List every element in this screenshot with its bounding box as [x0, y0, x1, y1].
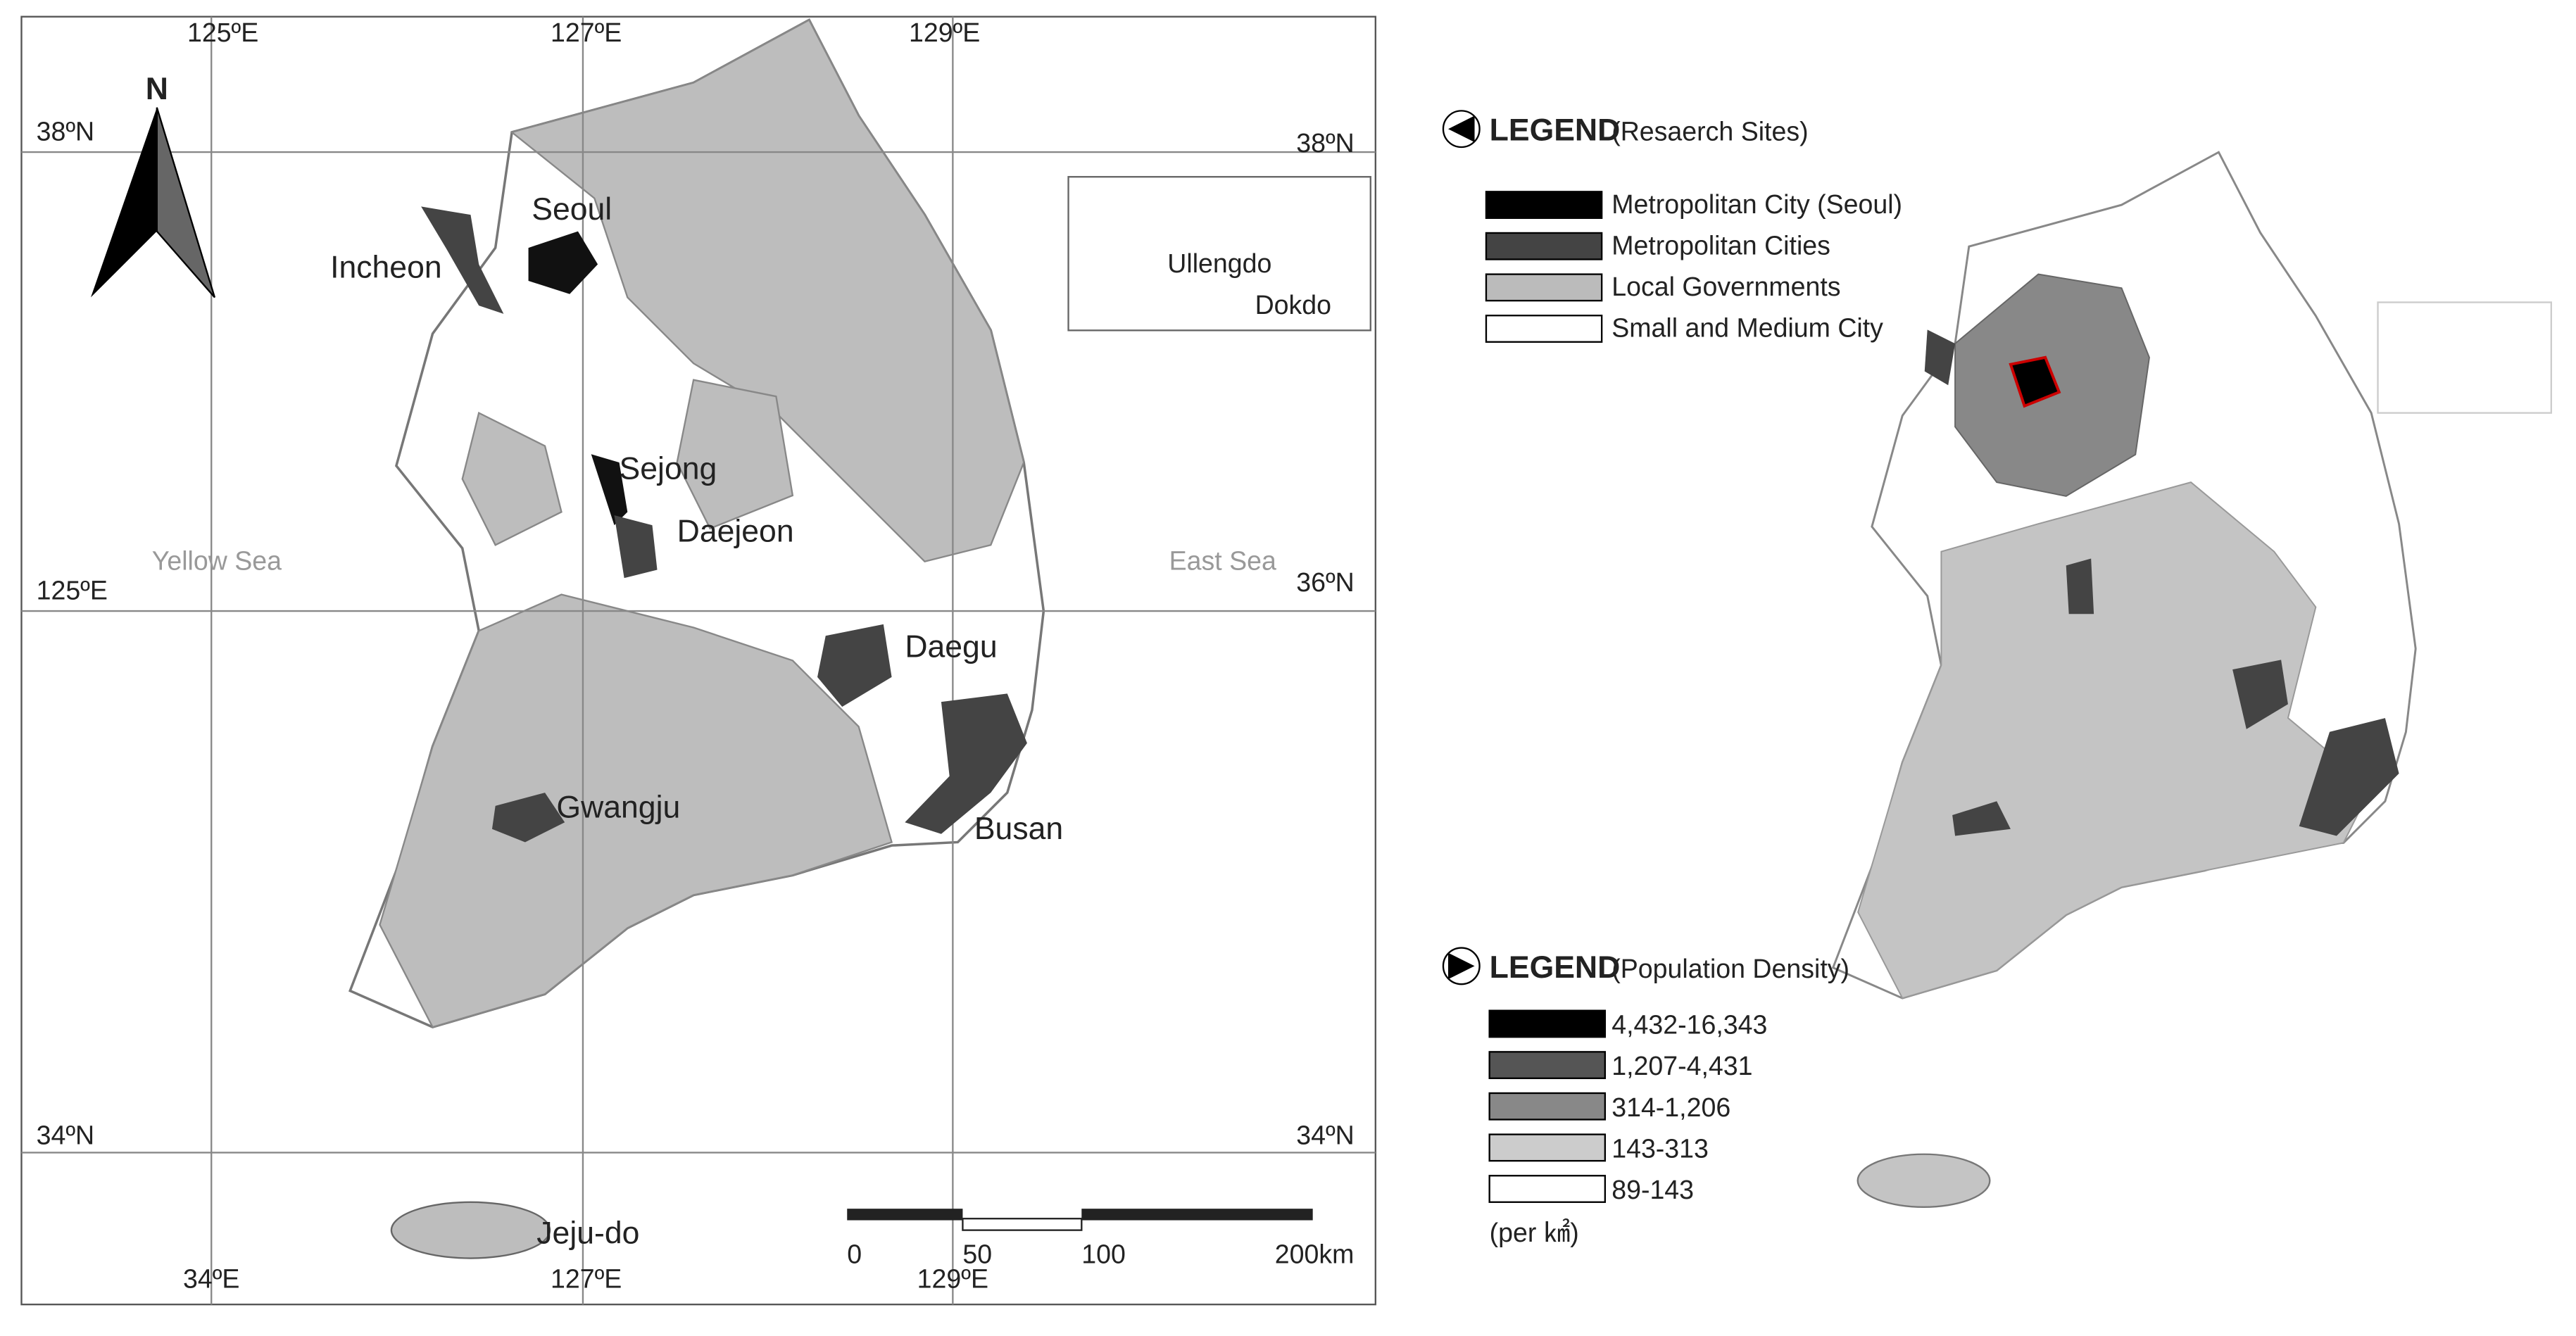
legend-title: LEGEND [1490, 113, 1621, 148]
sea-label: East Sea [1169, 546, 1276, 575]
legend-item: Metropolitan City (Seoul) [1611, 189, 1902, 219]
legend-subtitle: (Population Density) [1611, 954, 1849, 983]
scale-label: 0 [847, 1240, 862, 1269]
graticule-label: 125ºE [187, 18, 258, 47]
graticule-label: 38ºN [37, 117, 95, 146]
place-label: Gwangju [556, 790, 680, 824]
legend-item: 143-313 [1611, 1133, 1709, 1163]
right-map [1832, 151, 2552, 1208]
legend-title: LEGEND [1490, 950, 1621, 985]
scale-label: 100 [1081, 1240, 1126, 1269]
place-label: Busan [974, 812, 1063, 846]
legend-item: Metropolitan Cities [1611, 230, 1830, 260]
legend-item: 89-143 [1611, 1175, 1694, 1204]
graticule-label: 34ºN [1296, 1121, 1355, 1150]
graticule-label: 129ºE [917, 1264, 988, 1294]
legend-item: Small and Medium City [1611, 313, 1883, 343]
scale-label: 50 [962, 1240, 992, 1269]
legend-item: Local Governments [1611, 272, 1840, 301]
graticule-label: 127ºE [551, 18, 622, 47]
left-map: N 125ºE 127ºE 129ºE 38ºN 38ºN 125ºE 36ºN… [20, 15, 1376, 1306]
legend-item: 1,207-4,431 [1611, 1051, 1752, 1080]
place-label: Jeju-do [536, 1216, 639, 1250]
graticule-label: 129ºE [909, 18, 980, 47]
place-label: Dokdo [1255, 290, 1331, 320]
research-legend: LEGEND (Resaerch Sites) Metropolitan Cit… [1442, 110, 1902, 343]
sea-label: Yellow Sea [152, 546, 282, 575]
place-label: Daegu [905, 630, 997, 664]
north-label: N [146, 72, 168, 106]
place-label: Daejeon [677, 515, 794, 549]
graticule [21, 16, 1376, 1305]
graticule-label: 34ºE [183, 1264, 239, 1294]
place-label: Seoul [532, 192, 612, 227]
legend-item: 314-1,206 [1611, 1092, 1730, 1122]
place-label: Sejong [620, 451, 717, 486]
legend-unit: (per ㎢) [1490, 1218, 1579, 1247]
place-label: Ullengdo [1167, 248, 1271, 278]
graticule-label: 38ºN [1296, 128, 1355, 158]
place-label: Incheon [330, 250, 442, 284]
graticule-label: 127ºE [551, 1264, 622, 1294]
legend-item: 4,432-16,343 [1611, 1010, 1767, 1040]
graticule-label: 125ºE [37, 576, 108, 605]
legend-subtitle: (Resaerch Sites) [1611, 117, 1808, 146]
graticule-label: 34ºN [37, 1121, 95, 1150]
density-legend: LEGEND (Population Density) 4,432-16,343… [1442, 947, 1849, 1247]
scale-label: 200km [1275, 1240, 1355, 1269]
graticule-label: 36ºN [1296, 567, 1355, 597]
